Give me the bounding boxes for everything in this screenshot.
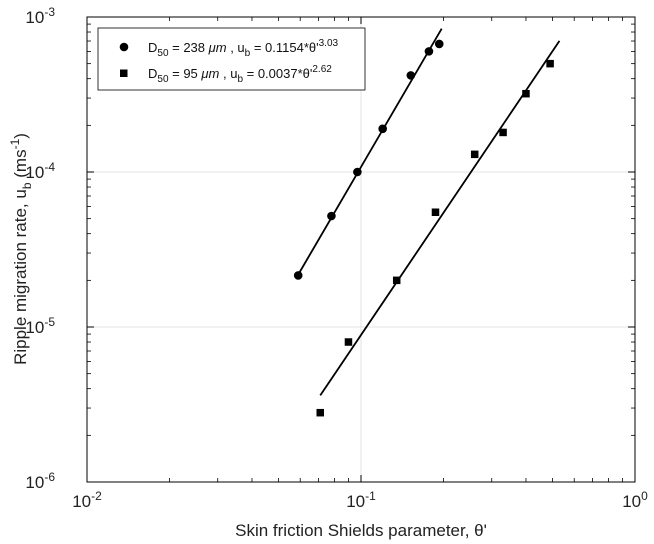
data-point-square	[522, 89, 530, 98]
data-point-circle	[434, 39, 444, 49]
data-point-square	[470, 150, 479, 159]
x-axis-label: Skin friction Shields parameter, θ'	[235, 521, 487, 540]
y-tick-label: 10-4	[25, 160, 55, 182]
x-tick-label: 10-1	[346, 489, 376, 511]
data-point-circle	[327, 211, 336, 221]
data-point-square	[431, 208, 440, 216]
legend-box	[97, 27, 366, 91]
data-point-circle	[353, 167, 362, 177]
data-point-square	[392, 276, 401, 285]
fit-line-series-1	[319, 40, 561, 396]
x-tick-label: 10-2	[72, 489, 102, 511]
plot-frame	[86, 16, 636, 483]
data-point-circle	[378, 124, 387, 134]
y-tick-label: 10-3	[25, 5, 55, 27]
y-tick-labels: 10-6 10-5 10-4 10-3	[25, 5, 55, 492]
data-point-square	[316, 408, 324, 417]
y-tick-label: 10-5	[25, 315, 55, 337]
legend-marker-circle	[119, 42, 129, 52]
x-tick-labels: 10-2 10-1 100	[72, 489, 648, 511]
data-point-circle	[424, 47, 434, 56]
legend-entry-95: D50 = 95 μm , ub = 0.0037*θ'2.62	[148, 64, 332, 85]
data-point-circle	[293, 271, 303, 280]
data-markers	[293, 39, 554, 417]
data-point-circle	[406, 71, 416, 80]
fit-line-series-0	[297, 28, 443, 276]
fit-lines	[297, 28, 561, 396]
x-tick-label: 100	[622, 489, 648, 511]
legend-marker-square	[120, 69, 128, 77]
data-point-square	[499, 128, 507, 137]
data-point-square	[546, 59, 554, 68]
data-point-square	[344, 338, 353, 346]
y-tick-label: 10-6	[25, 470, 55, 492]
legend-entry-238: D50 = 238 μm , ub = 0.1154*θ'3.03	[148, 38, 339, 59]
legend: D50 = 238 μm , ub = 0.1154*θ'3.03 D50 = …	[97, 27, 366, 91]
y-axis-label: Ripple migration rate, ub (ms-1)	[8, 133, 34, 365]
